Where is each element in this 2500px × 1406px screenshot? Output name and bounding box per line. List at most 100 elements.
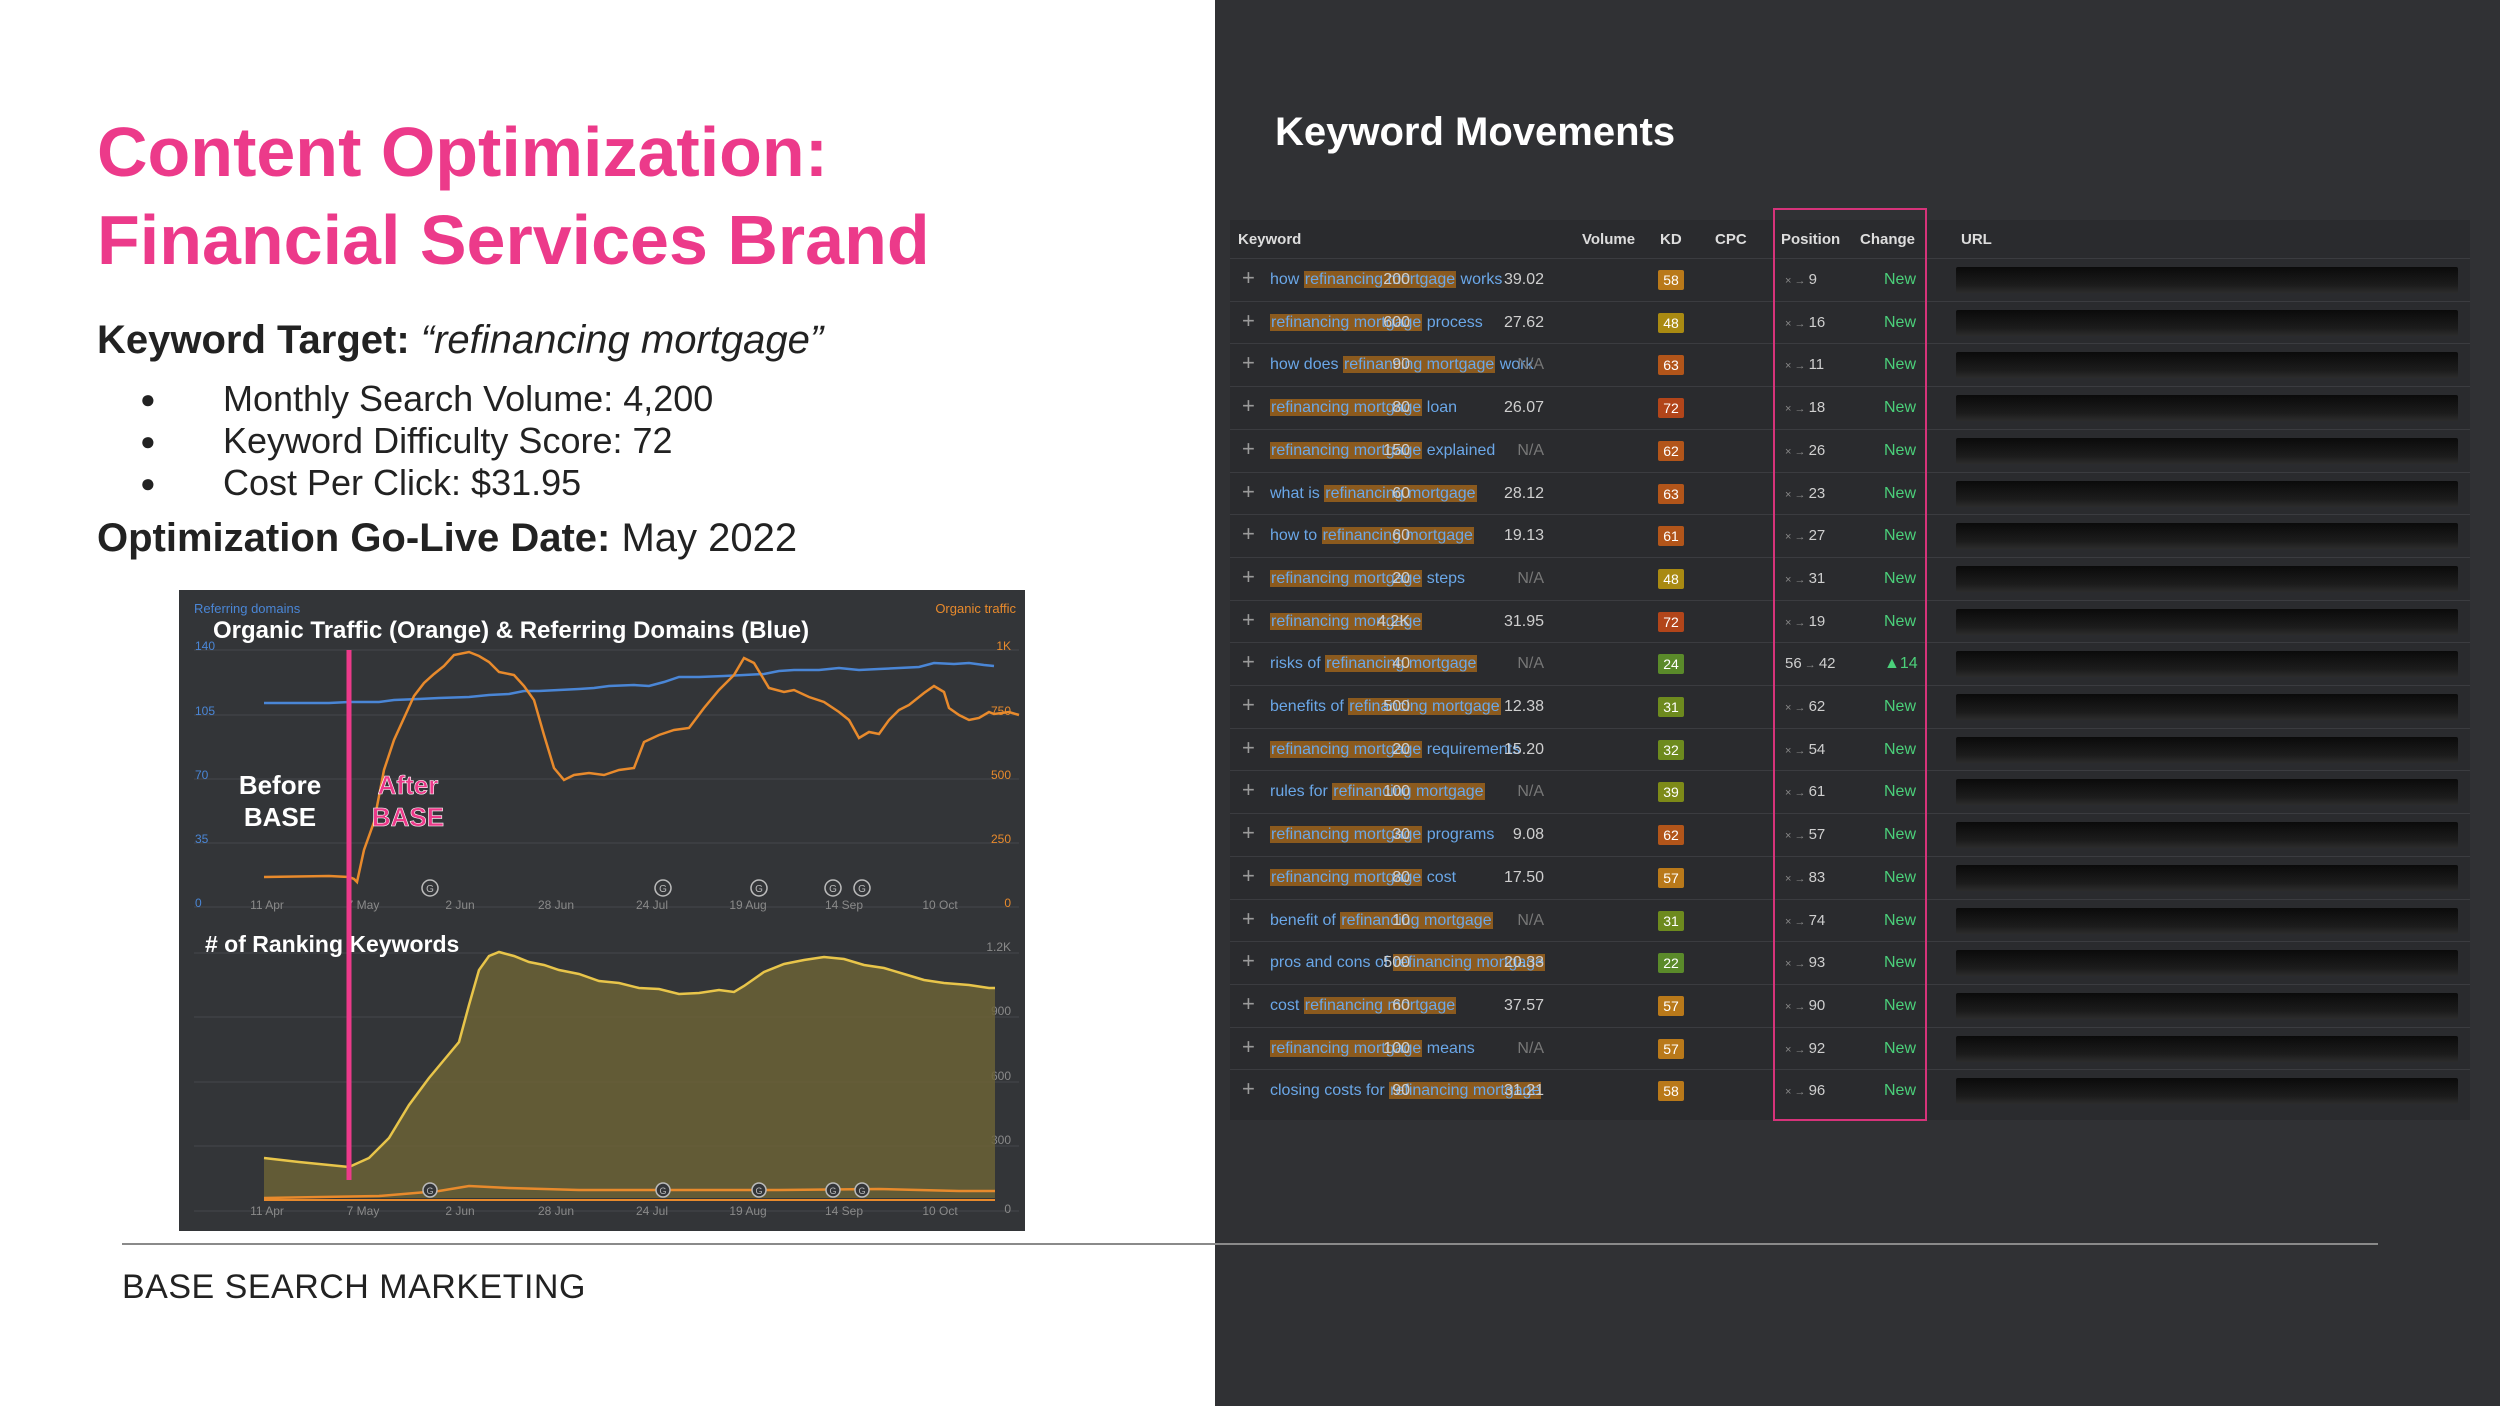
expand-plus-icon[interactable]: + bbox=[1242, 905, 1255, 931]
col-change[interactable]: Change bbox=[1860, 231, 1916, 248]
keyword-link[interactable]: risks of refinancing mortgage bbox=[1270, 655, 1478, 673]
kd-badge: 48 bbox=[1658, 568, 1684, 589]
url-cell-redacted[interactable] bbox=[1956, 1035, 2458, 1062]
url-cell-redacted[interactable] bbox=[1956, 992, 2458, 1019]
col-kd[interactable]: KD bbox=[1660, 231, 1682, 248]
table-row[interactable]: + refinancing mortgage process 600 48 27.62 ×… bbox=[1230, 300, 2470, 345]
url-cell-redacted[interactable] bbox=[1956, 309, 2458, 336]
url-cell-redacted[interactable] bbox=[1956, 694, 2458, 720]
url-cell-redacted[interactable] bbox=[1956, 523, 2458, 550]
url-cell-redacted[interactable] bbox=[1956, 651, 2458, 678]
x-tick-label: 11 Apr bbox=[250, 1204, 284, 1218]
url-cell-redacted[interactable] bbox=[1956, 864, 2458, 891]
expand-plus-icon[interactable]: + bbox=[1242, 734, 1255, 760]
table-row[interactable]: + refinancing mortgage loan 80 72 26.07 × → 1… bbox=[1230, 386, 2470, 430]
expand-plus-icon[interactable]: + bbox=[1242, 563, 1255, 589]
expand-plus-icon[interactable]: + bbox=[1242, 435, 1255, 461]
cpc-cell: 31.21 bbox=[1503, 1082, 1544, 1100]
keyword-link[interactable]: refinancing mortgage cost bbox=[1270, 868, 1457, 886]
expand-plus-icon[interactable]: + bbox=[1242, 820, 1255, 846]
table-row[interactable]: + risks of refinancing mortgage 40 24 N/A 56 … bbox=[1230, 642, 2470, 686]
col-position[interactable]: Position bbox=[1781, 231, 1841, 248]
expand-plus-icon[interactable]: + bbox=[1242, 948, 1255, 974]
keyword-link[interactable]: refinancing mortgage process bbox=[1270, 313, 1483, 331]
keyword-link[interactable]: refinancing mortgage requirements bbox=[1270, 740, 1521, 758]
expand-plus-icon[interactable]: + bbox=[1242, 1076, 1255, 1102]
table-row[interactable]: + refinancing mortgage requirements 20 32 15… bbox=[1230, 727, 2470, 772]
table-row[interactable]: + refinancing mortgage programs 30 62 9.08 × … bbox=[1230, 813, 2470, 857]
keyword-link[interactable]: refinancing mortgage bbox=[1270, 612, 1423, 630]
table-row[interactable]: + pros and cons of refinancing mortgage 50… bbox=[1230, 941, 2470, 985]
annotation-marker-icon bbox=[655, 1182, 671, 1198]
col-keyword[interactable]: Keyword bbox=[1238, 231, 1302, 248]
url-cell-redacted[interactable] bbox=[1956, 822, 2458, 849]
expand-plus-icon[interactable]: + bbox=[1242, 307, 1255, 333]
keyword-link[interactable]: refinancing mortgage means bbox=[1270, 1039, 1475, 1057]
expand-plus-icon[interactable]: + bbox=[1242, 393, 1255, 419]
url-cell-redacted[interactable] bbox=[1956, 480, 2458, 507]
url-cell-redacted[interactable] bbox=[1956, 565, 2458, 592]
expand-plus-icon[interactable]: + bbox=[1242, 478, 1255, 504]
col-volume[interactable]: Volume bbox=[1582, 231, 1636, 248]
table-row[interactable]: + rules for refinancing mortgage 100 39 N/A ×… bbox=[1230, 770, 2470, 814]
kd-badge: 63 bbox=[1658, 355, 1684, 376]
keyword-link[interactable]: how refinancing mortgage works bbox=[1270, 271, 1503, 288]
table-row[interactable]: + how does refinancing mortgage work 90 63 N… bbox=[1230, 343, 2470, 387]
keyword-link[interactable]: what is refinancing mortgage bbox=[1270, 484, 1477, 502]
url-cell-redacted[interactable] bbox=[1956, 437, 2458, 464]
keyword-link[interactable]: how to refinancing mortgage bbox=[1270, 527, 1474, 545]
table-row[interactable]: + benefit of refinancing mortgage 10 31 N/A ×… bbox=[1230, 898, 2470, 943]
url-cell-redacted[interactable] bbox=[1956, 608, 2458, 635]
url-cell-redacted[interactable] bbox=[1956, 907, 2458, 934]
keyword-link[interactable]: refinancing mortgage steps bbox=[1270, 569, 1465, 587]
keyword-link[interactable]: how does refinancing mortgage work bbox=[1270, 356, 1534, 374]
keyword-link[interactable]: benefit of refinancing mortgage bbox=[1270, 911, 1493, 929]
table-row[interactable]: + refinancing mortgage means 100 57 N/A × → 9… bbox=[1230, 1026, 2470, 1071]
table-row[interactable]: + refinancing mortgage cost 80 57 17.50 × → 8… bbox=[1230, 855, 2470, 900]
keyword-link[interactable]: refinancing mortgage explained bbox=[1270, 441, 1496, 459]
url-cell-redacted[interactable] bbox=[1956, 395, 2458, 422]
position-cell: × → 62 bbox=[1785, 698, 1826, 715]
cpc-cell: N/A bbox=[1517, 569, 1544, 587]
keyword-link[interactable]: rules for refinancing mortgage bbox=[1270, 783, 1485, 801]
keyword-link[interactable]: refinancing mortgage programs bbox=[1270, 826, 1495, 844]
expand-plus-icon[interactable]: + bbox=[1242, 990, 1255, 1016]
url-cell-redacted[interactable] bbox=[1956, 1078, 2458, 1105]
table-row[interactable]: + how to refinancing mortgage 60 61 19.13 × →… bbox=[1230, 514, 2470, 558]
expand-plus-icon[interactable]: + bbox=[1242, 1033, 1255, 1059]
golive-date: Optimization Go-Live Date: May 2022 bbox=[97, 516, 797, 561]
expand-plus-icon[interactable]: + bbox=[1242, 606, 1255, 632]
table-row[interactable]: + how refinancing mortgage works 200 58 39.0… bbox=[1230, 258, 2470, 302]
url-cell-redacted[interactable] bbox=[1956, 779, 2458, 806]
right-tick-label: 1K bbox=[996, 639, 1011, 653]
table-row[interactable]: + cost refinancing mortgage 60 57 37.57 × → 9… bbox=[1230, 983, 2470, 1028]
expand-plus-icon[interactable]: + bbox=[1242, 777, 1255, 803]
col-cpc[interactable]: CPC bbox=[1715, 231, 1747, 248]
footer-divider bbox=[122, 1243, 2378, 1245]
table-row[interactable]: + refinancing mortgage 4.2K 72 31.95 × → 19 Ne… bbox=[1230, 599, 2470, 644]
expand-plus-icon[interactable]: + bbox=[1242, 350, 1255, 376]
table-row[interactable]: + benefits of refinancing mortgage 500 31 12… bbox=[1230, 685, 2470, 729]
table-row[interactable]: + refinancing mortgage steps 20 48 N/A × → 31… bbox=[1230, 556, 2470, 601]
expand-plus-icon[interactable]: + bbox=[1242, 649, 1255, 675]
keyword-link[interactable]: refinancing mortgage loan bbox=[1270, 399, 1458, 417]
expand-plus-icon[interactable]: + bbox=[1242, 692, 1255, 717]
keyword-link[interactable]: pros and cons of refinancing mortgage bbox=[1270, 954, 1546, 972]
x-tick-label: 2 Jun bbox=[445, 1204, 474, 1218]
url-cell-redacted[interactable] bbox=[1956, 736, 2458, 763]
url-cell-redacted[interactable] bbox=[1956, 950, 2458, 977]
annotation-marker-letter: G bbox=[659, 884, 667, 895]
url-cell-redacted[interactable] bbox=[1956, 267, 2458, 293]
expand-plus-icon[interactable]: + bbox=[1242, 521, 1255, 547]
expand-plus-icon[interactable]: + bbox=[1242, 265, 1255, 290]
keyword-link[interactable]: cost refinancing mortgage bbox=[1270, 996, 1457, 1014]
kd-badge: 57 bbox=[1658, 995, 1684, 1016]
col-url[interactable]: URL bbox=[1961, 231, 1992, 248]
url-cell-redacted[interactable] bbox=[1956, 352, 2458, 379]
table-row[interactable]: + refinancing mortgage explained 150 62 N/A ×… bbox=[1230, 428, 2470, 473]
keyword-link[interactable]: closing costs for refinancing mortgage bbox=[1270, 1082, 1542, 1100]
table-row[interactable]: + closing costs for refinancing mortgage 9… bbox=[1230, 1069, 2470, 1113]
expand-plus-icon[interactable]: + bbox=[1242, 862, 1255, 888]
keyword-link[interactable]: benefits of refinancing mortgage bbox=[1270, 698, 1501, 715]
table-row[interactable]: + what is refinancing mortgage 60 63 28.12 × … bbox=[1230, 471, 2470, 516]
